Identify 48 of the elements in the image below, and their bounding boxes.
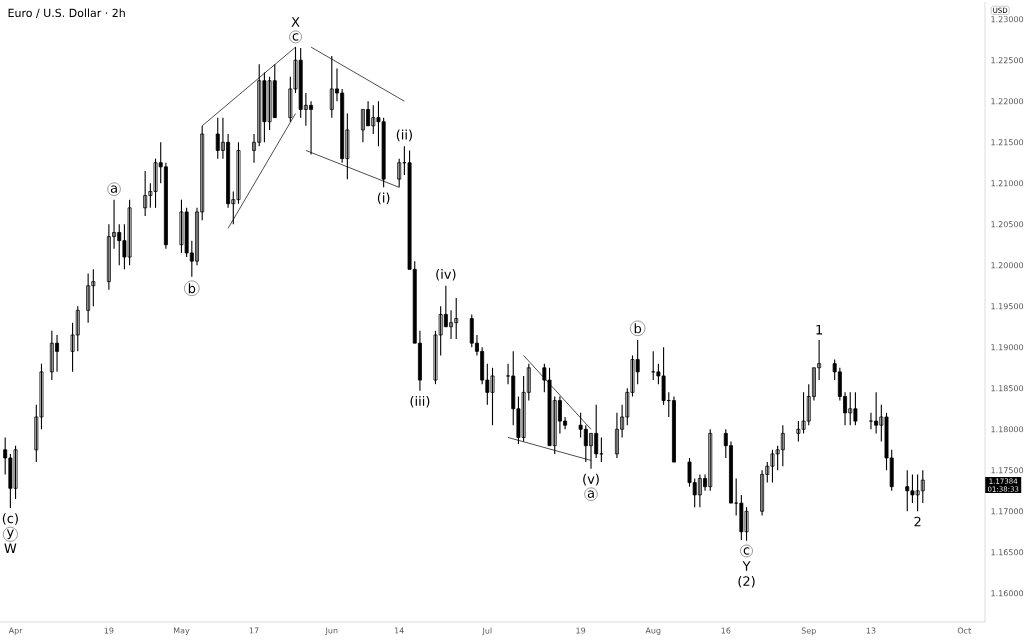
y-tick-label: 1.18000 bbox=[991, 426, 1024, 433]
y-tick-label: 1.16000 bbox=[991, 590, 1024, 597]
annotation: c bbox=[743, 547, 750, 555]
x-tick-label: Apr bbox=[8, 627, 23, 636]
y-tick-label: 1.22500 bbox=[991, 57, 1024, 64]
y-tick-label: 1.17000 bbox=[991, 508, 1024, 515]
x-tick-label: 16 bbox=[721, 627, 731, 634]
x-tick-label: Oct bbox=[957, 627, 971, 634]
annotation: W bbox=[4, 543, 17, 553]
x-tick-label: Sep bbox=[801, 627, 816, 636]
annotation: (i) bbox=[377, 192, 390, 205]
annotation: (iv) bbox=[436, 268, 456, 281]
y-tick-label: 1.19500 bbox=[991, 303, 1024, 310]
y-tick-label: 1.17500 bbox=[991, 467, 1024, 474]
annotation: a bbox=[587, 490, 594, 498]
x-tick-label: 19 bbox=[104, 627, 114, 634]
x-tick-label: 13 bbox=[866, 627, 876, 634]
annotation: X bbox=[291, 17, 300, 27]
y-tick-label: 1.18500 bbox=[991, 385, 1024, 392]
annotation: b bbox=[188, 283, 196, 294]
y-tick-label: 1.22000 bbox=[991, 98, 1024, 105]
text: Euro / U.S. Dollar · 2h bbox=[8, 8, 125, 18]
annotation: c bbox=[292, 33, 299, 41]
x-tick-label: Jun bbox=[325, 627, 338, 635]
x-tick-label: Jul bbox=[482, 627, 492, 636]
y-tick-label: 1.21500 bbox=[991, 139, 1024, 146]
x-tick-label: 17 bbox=[249, 627, 259, 634]
annotation: (v) bbox=[583, 473, 599, 486]
annotation: 2 bbox=[914, 516, 921, 527]
annotation: Y bbox=[742, 561, 751, 571]
annotation: (iii) bbox=[410, 395, 430, 408]
y-tick-label: 1.23000 bbox=[991, 16, 1024, 23]
annotation: (c) bbox=[2, 513, 18, 525]
y-tick-label: 1.20000 bbox=[991, 262, 1024, 269]
y-tick-label: 1.20500 bbox=[991, 221, 1024, 228]
x-tick-label: 19 bbox=[576, 627, 586, 634]
annotation: a bbox=[110, 185, 117, 193]
y-tick-label: 1.16500 bbox=[991, 549, 1024, 556]
annotation: 1 bbox=[816, 324, 823, 335]
annotation: b bbox=[634, 323, 642, 334]
annotation: y bbox=[6, 529, 14, 540]
y-tick-label: 1.19000 bbox=[991, 344, 1024, 351]
annotation: (ii) bbox=[396, 129, 412, 142]
x-tick-label: Aug bbox=[645, 627, 661, 636]
x-tick-label: May bbox=[173, 627, 190, 636]
x-tick-label: 14 bbox=[394, 627, 404, 634]
annotation: (2) bbox=[738, 576, 755, 588]
y-tick-label: 1.21000 bbox=[991, 180, 1024, 187]
